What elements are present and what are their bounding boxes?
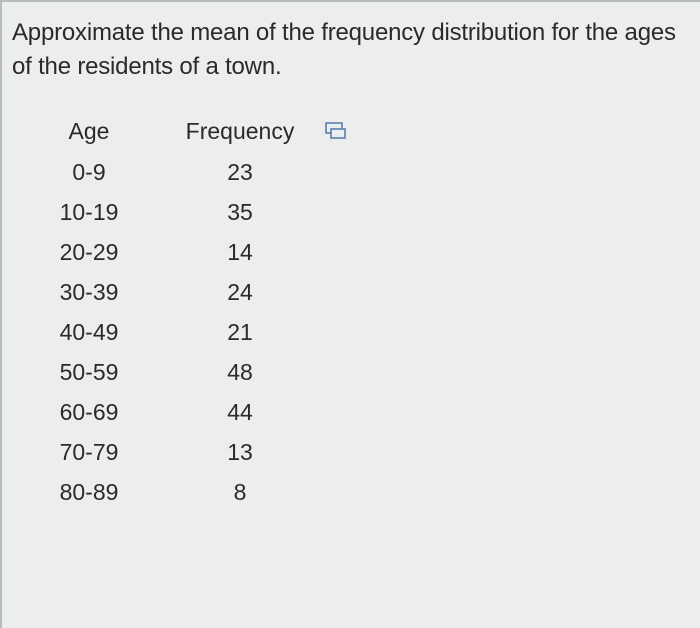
age-cell: 10-19	[59, 199, 119, 225]
frequency-cell: 13	[227, 439, 253, 465]
age-cell: 0-9	[72, 159, 106, 185]
question-text: Approximate the mean of the frequency di…	[12, 19, 676, 80]
frequency-cell: 24	[227, 279, 253, 305]
age-cell: 20-29	[59, 239, 119, 265]
age-cell: 50-59	[59, 359, 119, 385]
frequency-cell: 48	[227, 359, 253, 385]
age-cell: 60-69	[59, 399, 119, 425]
age-cell: 30-39	[59, 279, 119, 305]
frequency-cell: 35	[227, 199, 253, 225]
frequency-cell: 8	[233, 479, 247, 505]
frequency-cell: 23	[227, 159, 253, 185]
frequency-cell: 21	[227, 319, 253, 345]
age-cell: 80-89	[59, 479, 119, 505]
copy-table-icon[interactable]	[324, 121, 348, 141]
age-cell: 70-79	[59, 439, 119, 465]
column-header: Frequency	[185, 118, 295, 144]
age-cell: 40-49	[59, 319, 119, 345]
frequency-cell: 44	[227, 399, 253, 425]
column-header: Age	[68, 118, 110, 144]
frequency-cell: 14	[227, 239, 253, 265]
